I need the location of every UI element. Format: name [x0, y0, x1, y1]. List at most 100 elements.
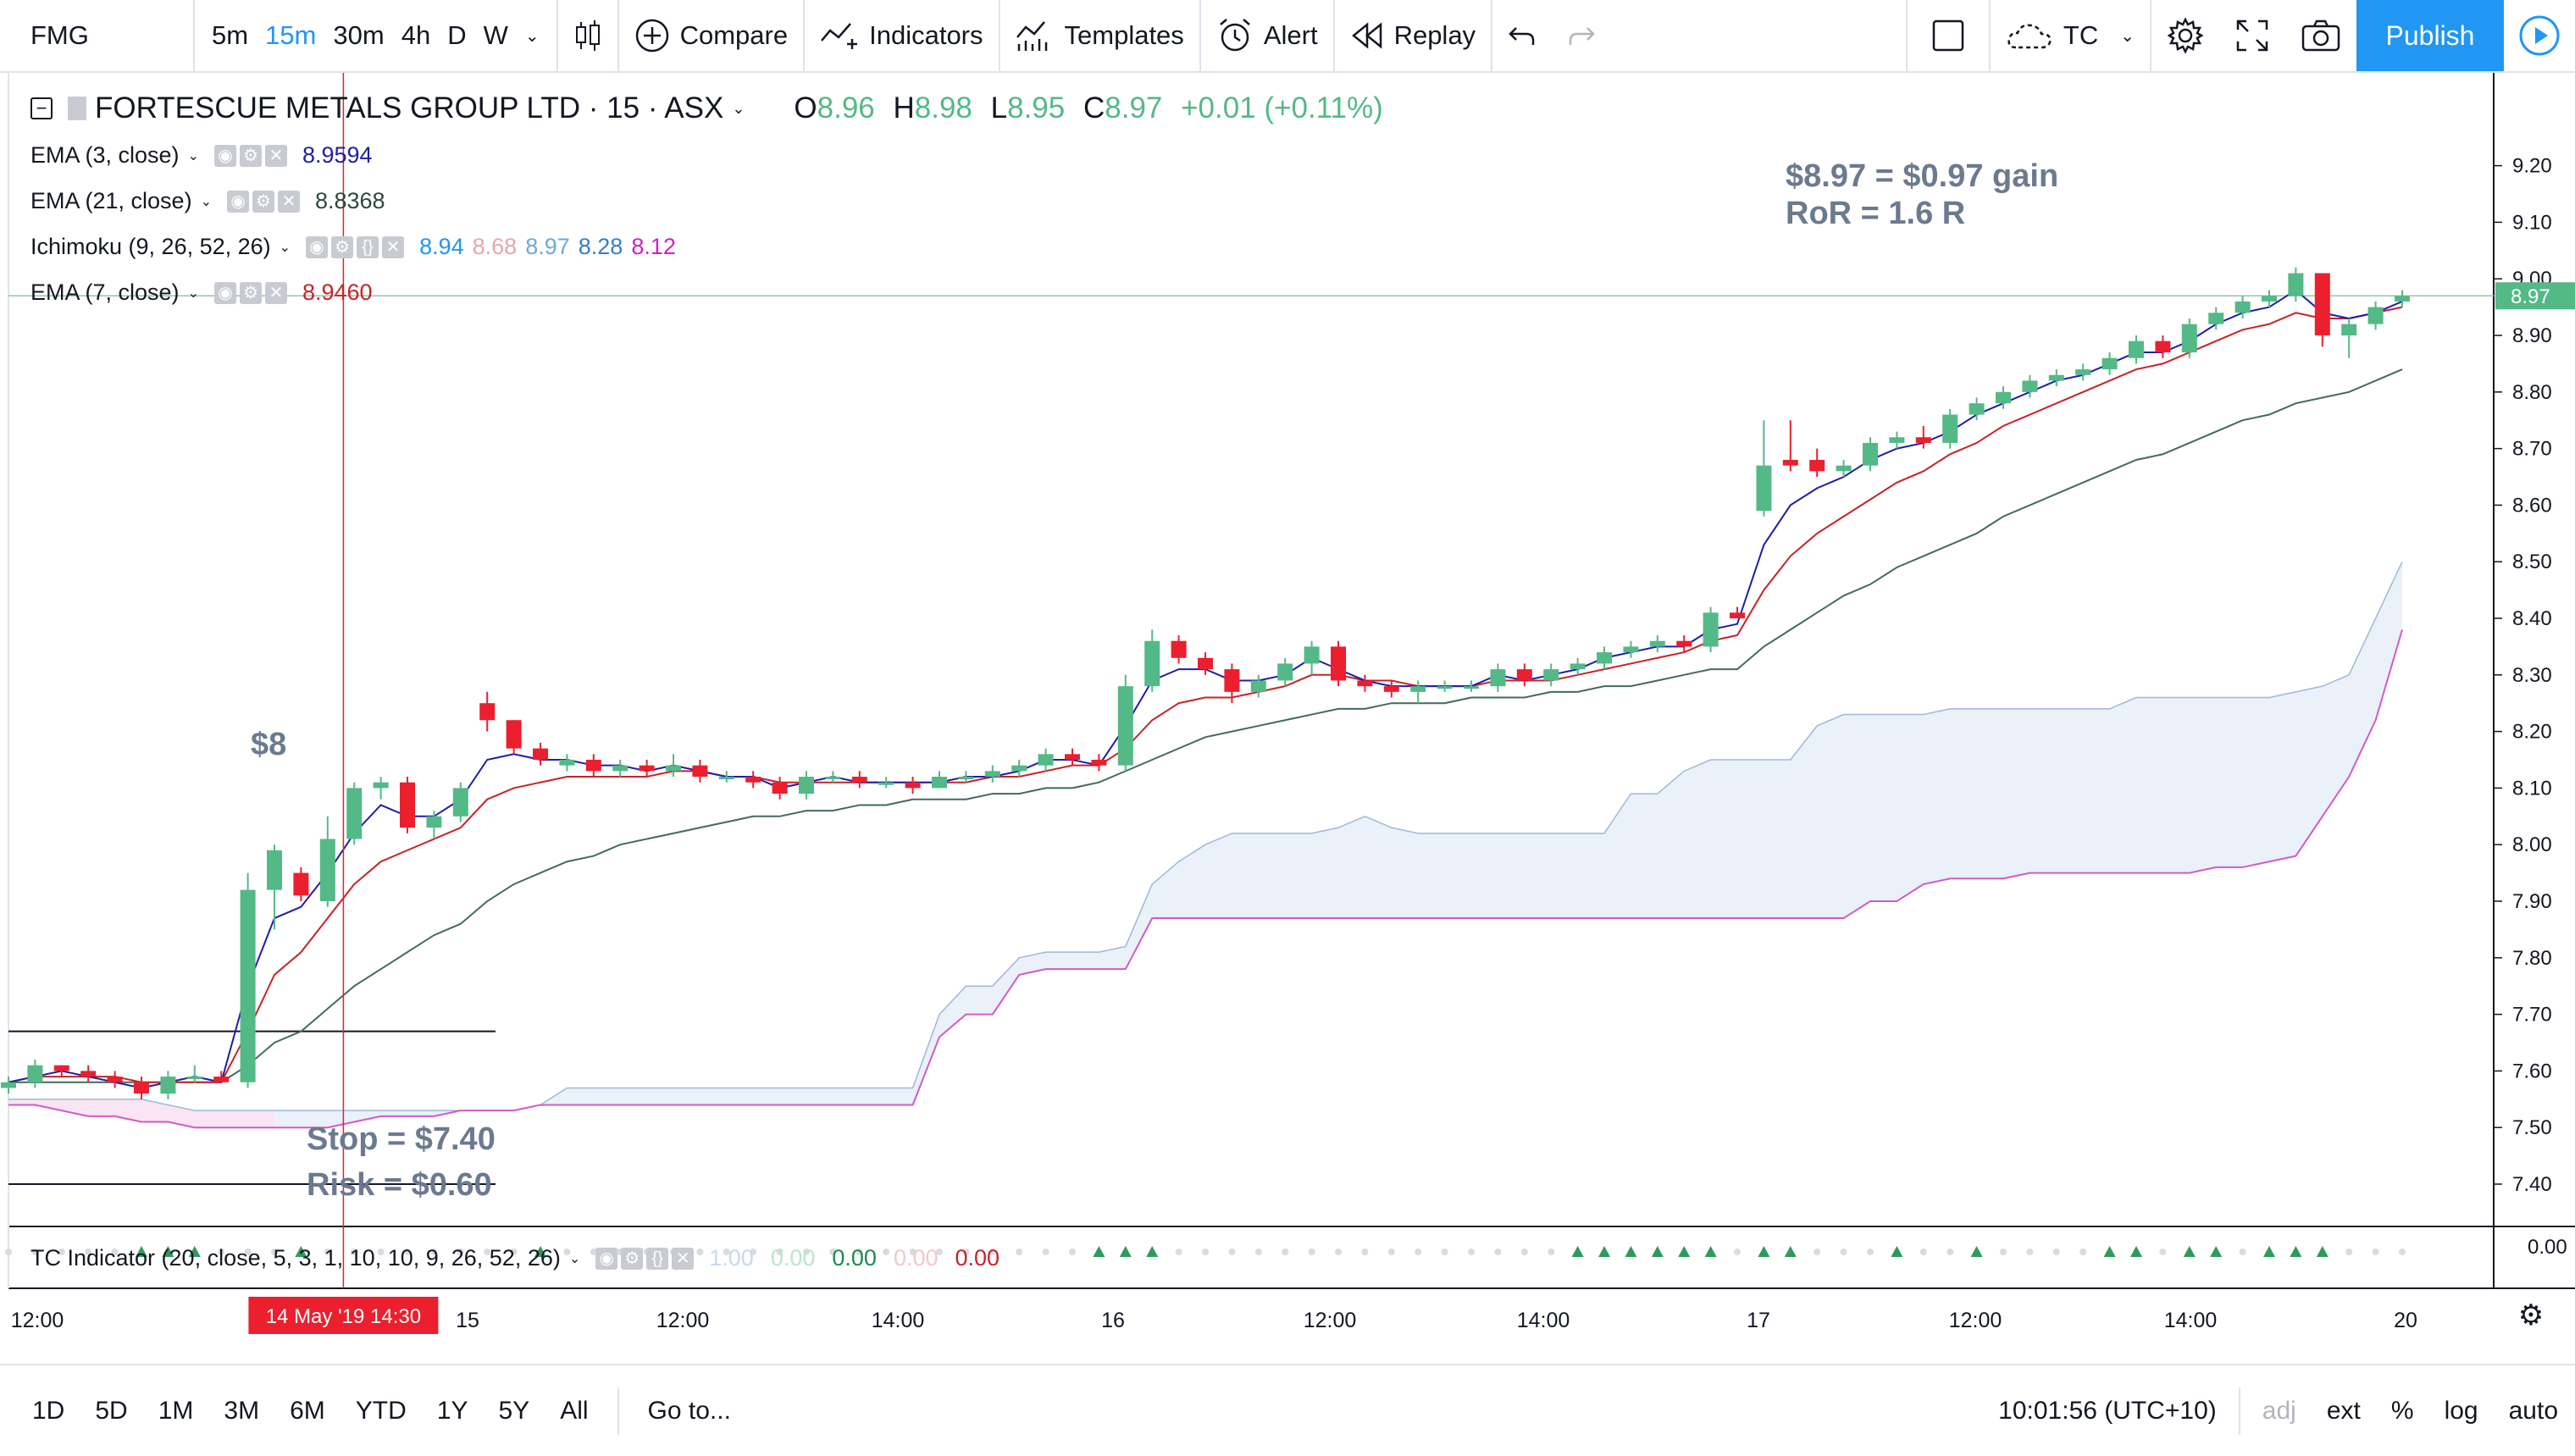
chevron-down-icon[interactable]: ⌄ [524, 26, 540, 46]
adj-toggle[interactable]: adj [2262, 1396, 2296, 1425]
ema21-line [8, 368, 2403, 1083]
chart-type-button[interactable] [558, 0, 617, 71]
gain-annotation[interactable]: $8.97 = $0.97 gain RoR = 1.6 R [1786, 158, 2058, 232]
close-icon[interactable]: ✕ [264, 144, 287, 167]
tc-dot [5, 1248, 12, 1255]
log-toggle[interactable]: log [2444, 1396, 2478, 1425]
eye-icon[interactable]: ◉ [213, 144, 236, 167]
range-5d[interactable]: 5D [95, 1396, 128, 1425]
replay-button[interactable]: Replay [1335, 0, 1492, 71]
timeframe-d[interactable]: D [447, 20, 467, 50]
settings-button[interactable] [2151, 0, 2219, 71]
chart-area[interactable]: 9.20 9.10 9.00 8.90 8.80 8.70 8.60 8.50 8.40 8.30… [0, 73, 2575, 1352]
compare-button[interactable]: Compare [619, 0, 804, 71]
close-icon[interactable]: ✕ [264, 281, 287, 304]
eye-icon[interactable]: ◉ [595, 1247, 618, 1270]
candle-body [2022, 380, 2038, 392]
tc-dot [1335, 1248, 1342, 1255]
tc-dot [218, 1248, 225, 1255]
gear-icon[interactable]: ⚙ [239, 144, 262, 167]
undo-button[interactable] [1492, 0, 1552, 71]
clock-timezone[interactable]: 10:01:56 (UTC+10) [1998, 1396, 2217, 1425]
percent-toggle[interactable]: % [2390, 1396, 2414, 1425]
timeframe-4h[interactable]: 4h [401, 20, 431, 50]
close-icon[interactable]: ✕ [382, 235, 405, 258]
eye-icon[interactable]: ◉ [213, 281, 236, 304]
range-all[interactable]: All [560, 1396, 589, 1425]
range-1m[interactable]: 1M [158, 1396, 194, 1425]
range-1y[interactable]: 1Y [436, 1396, 468, 1425]
range-1d[interactable]: 1D [32, 1396, 65, 1425]
eye-icon[interactable]: ◉ [226, 190, 249, 213]
gear-icon[interactable]: ⚙ [2518, 1298, 2544, 1332]
tc-dot [1734, 1248, 1741, 1255]
ema21-legend[interactable]: EMA (21, close) ⌄ ◉ ⚙ ✕ 8.8368 [30, 188, 385, 214]
candle-body [1836, 465, 1852, 472]
snapshot-button[interactable] [2285, 0, 2356, 71]
entry-annotation[interactable]: $8 [251, 727, 286, 763]
chart-canvas[interactable]: 9.209.109.008.908.808.708.608.508.408.30… [0, 73, 2575, 1352]
redo-button[interactable] [1552, 0, 1611, 71]
candle-body [1144, 640, 1160, 687]
candle-body [2395, 296, 2410, 302]
ext-toggle[interactable]: ext [2326, 1396, 2361, 1425]
saved-layout-button[interactable]: TC ⌄ [1991, 0, 2150, 71]
goto-button[interactable]: Go to... [647, 1396, 731, 1425]
range-3m[interactable]: 3M [224, 1396, 260, 1425]
code-icon[interactable]: {} [357, 235, 379, 258]
close-icon[interactable]: ✕ [277, 190, 300, 213]
ema3-legend[interactable]: EMA (3, close) ⌄ ◉ ⚙ ✕ 8.9594 [30, 142, 373, 169]
chevron-down-icon[interactable]: ⌄ [187, 285, 199, 301]
flag-icon[interactable] [68, 97, 86, 120]
alert-button[interactable]: Alert [1201, 0, 1333, 71]
candle-body [2075, 369, 2091, 375]
chevron-down-icon[interactable]: ⌄ [732, 99, 745, 117]
timeframe-5m[interactable]: 5m [212, 20, 249, 50]
last-price-label: 8.97 [2511, 285, 2550, 308]
symbol-search[interactable]: FMG [0, 0, 193, 71]
chevron-down-icon[interactable]: ⌄ [279, 240, 291, 255]
eye-icon[interactable]: ◉ [306, 235, 329, 258]
fullscreen-button[interactable] [2219, 0, 2285, 71]
candle-body [2129, 340, 2144, 358]
tc-axis-value: 0.00 [2528, 1236, 2567, 1259]
candle-body [533, 748, 548, 760]
chevron-down-icon[interactable]: ⌄ [200, 194, 212, 209]
chevron-down-icon: ⌄ [2120, 26, 2135, 46]
close-icon[interactable]: ✕ [672, 1247, 695, 1270]
chevron-down-icon[interactable]: ⌄ [568, 1251, 581, 1266]
timeframe-15m[interactable]: 15m [265, 20, 317, 50]
auto-toggle[interactable]: auto [2508, 1396, 2558, 1425]
ema7-legend[interactable]: EMA (7, close) ⌄ ◉ ⚙ ✕ 8.9460 [30, 280, 373, 306]
gear-icon[interactable]: ⚙ [621, 1247, 644, 1270]
tc-up-arrow [2210, 1246, 2223, 1257]
indicators-button[interactable]: Indicators [805, 0, 998, 71]
gear-icon[interactable]: ⚙ [331, 235, 354, 258]
ichimoku-span-b [8, 629, 2403, 1129]
collapse-icon[interactable]: − [30, 97, 53, 119]
templates-button[interactable]: Templates [1000, 0, 1199, 71]
range-5y[interactable]: 5Y [498, 1396, 530, 1425]
replay-play-button[interactable] [2504, 0, 2575, 71]
candle-body [1224, 669, 1240, 692]
layout-button[interactable] [1908, 0, 1989, 71]
ichimoku-legend[interactable]: Ichimoku (9, 26, 52, 26) ⌄ ◉ ⚙{} ✕ 8.94 8.… [30, 234, 676, 260]
tc-dot [58, 1248, 65, 1255]
publish-button[interactable]: Publish [2356, 0, 2504, 71]
price-tick-label: 7.40 [2512, 1173, 2552, 1196]
gear-icon[interactable]: ⚙ [252, 190, 274, 213]
candle-body [53, 1065, 69, 1071]
tc-indicator-legend[interactable]: TC Indicator (20, close, 5, 3, 1, 10, 10… [30, 1245, 1000, 1271]
chevron-down-icon[interactable]: ⌄ [187, 148, 199, 163]
code-icon[interactable]: {} [646, 1247, 669, 1270]
range-6m[interactable]: 6M [290, 1396, 325, 1425]
tc-value-4: 0.00 [893, 1245, 939, 1271]
candlestick-icon [575, 20, 600, 51]
timeframe-30m[interactable]: 30m [333, 20, 385, 50]
ichimoku-cloud [8, 562, 2402, 1128]
timeframe-w[interactable]: W [483, 20, 508, 50]
risk-text: Risk = $0.60 [307, 1167, 492, 1203]
gear-icon[interactable]: ⚙ [239, 281, 262, 304]
range-ytd[interactable]: YTD [355, 1396, 407, 1425]
stop-annotation[interactable]: Stop = $7.40 Risk = $0.60 [307, 1116, 496, 1208]
